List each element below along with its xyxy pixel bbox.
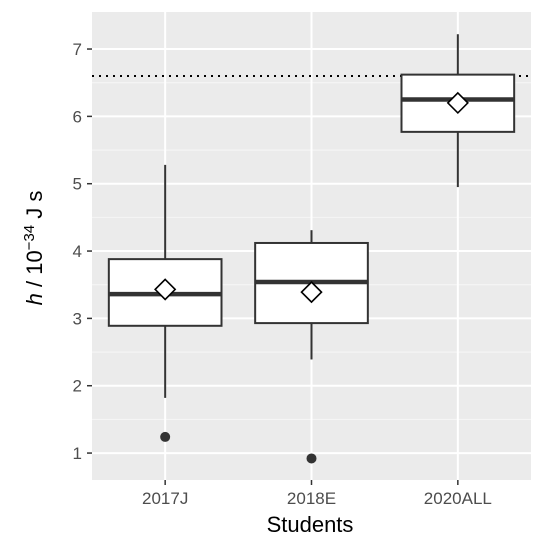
x-tick-label: 2017J	[142, 489, 188, 508]
y-tick-label: 1	[73, 444, 82, 463]
x-axis: 2017J 2018E 2020ALL	[142, 480, 492, 508]
y-tick-label: 5	[73, 175, 82, 194]
x-tick-label: 2018E	[287, 489, 336, 508]
y-tick-label: 6	[73, 107, 82, 126]
y-tick-label: 4	[73, 242, 82, 261]
outlier-point	[160, 431, 171, 442]
mean-diamond	[446, 91, 469, 115]
y-axis: 1 2 3 4 5 6 7	[73, 40, 92, 463]
box-group	[254, 230, 369, 464]
x-tick-label: 2020ALL	[424, 489, 492, 508]
box-group	[107, 164, 223, 442]
y-tick-label: 2	[73, 377, 82, 396]
y-axis-title-symbol: h	[22, 293, 47, 305]
y-axis-title-exponent: −34	[21, 225, 38, 250]
y-axis-title-separator: / 10	[22, 250, 47, 293]
boxes-layer	[107, 34, 516, 464]
mean-diamond	[154, 278, 177, 301]
y-axis-title: h / 10−34 J s	[21, 191, 48, 306]
box-group	[400, 34, 516, 188]
y-axis-title-unit: J s	[22, 191, 47, 225]
outlier-point	[306, 453, 317, 464]
mean-diamond	[300, 280, 323, 304]
y-tick-label: 3	[73, 309, 82, 328]
x-axis-title: Students	[267, 512, 354, 537]
y-tick-label: 7	[73, 40, 82, 59]
